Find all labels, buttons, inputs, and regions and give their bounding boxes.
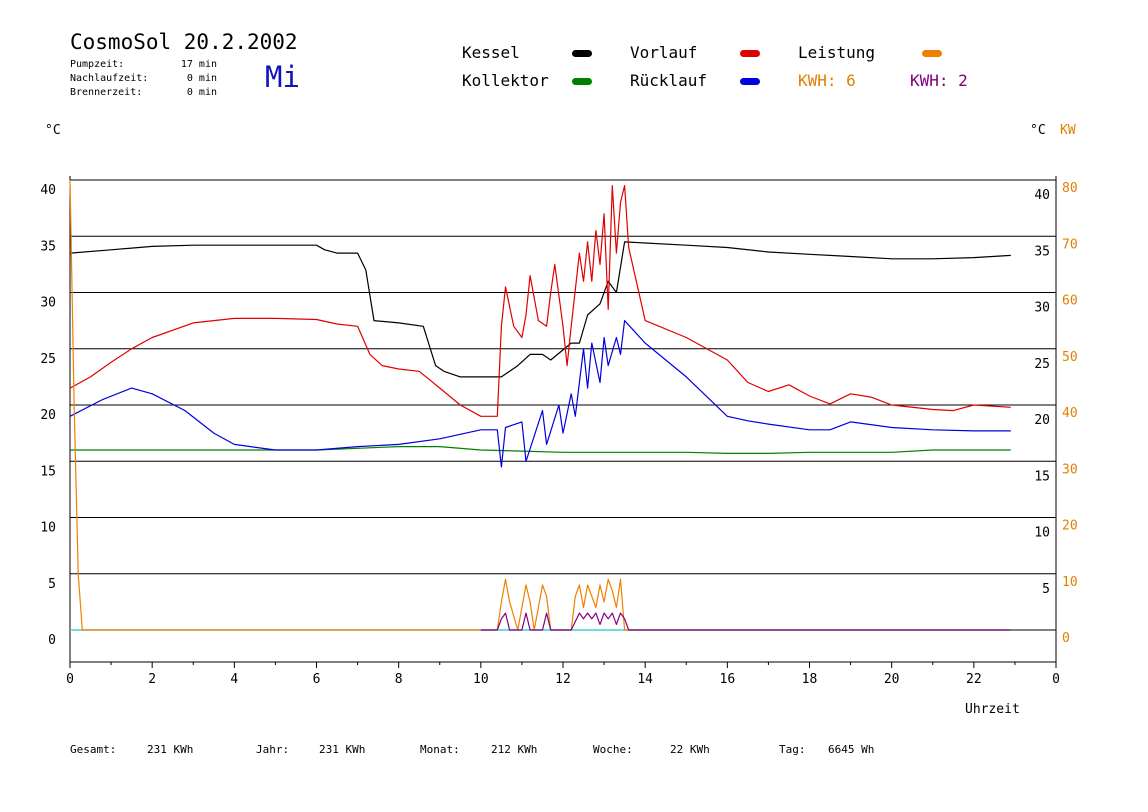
y-tick-label-right-kw: 20 [1062,519,1078,534]
info-label-nachlaufzeit: Nachlaufzeit: [70,73,149,84]
legend-swatch-ruecklauf [740,78,760,85]
footer-monat-label: Monat: [420,743,460,756]
right-axis-unit-kw: KW [1060,123,1076,138]
right-axis-unit-celsius: °C [1030,123,1046,138]
info-label-pumpzeit: Pumpzeit: [70,59,125,70]
y-tick-label-right-kw: 80 [1062,181,1078,196]
info-label-brennerzeit: Brennerzeit: [70,87,143,98]
y-tick-label-left: 20 [40,408,56,423]
series-line-kessel [69,241,1011,378]
footer-gesamt-value: 231 KWh [147,743,194,756]
footer-tag-label: Tag: [779,743,806,756]
y-tick-label-right-celsius: 40 [1034,188,1050,203]
footer-jahr-value: 231 KWh [319,743,366,756]
series-lines [69,179,1056,631]
x-tick-label: 2 [148,672,156,687]
y-tick-label-left: 40 [40,183,56,198]
series-line-kollektor [70,446,1011,454]
legend-swatch-kessel [572,50,592,57]
x-tick-label: 16 [720,672,736,687]
axis-lines [69,176,1057,668]
y-tick-label-right-kw: 60 [1062,294,1078,309]
x-tick-label: 4 [230,672,238,687]
legend-swatch-leistung [922,50,942,57]
legend-swatch-vorlauf [740,50,760,57]
series-line-ruecklauf [69,320,1011,468]
y-tick-label-left: 10 [40,521,56,536]
x-tick-label: 10 [473,672,489,687]
y-tick-label-left: 25 [40,352,56,367]
y-tick-label-left: 5 [48,577,56,592]
y-tick-label-right-celsius: 15 [1034,469,1050,484]
x-tick-label: 18 [802,672,818,687]
y-tick-label-right-celsius: 35 [1034,244,1050,259]
y-tick-label-left: 15 [40,464,56,479]
y-tick-label-right-celsius: 5 [1042,582,1050,597]
legend-label-leistung: Leistung [798,43,876,62]
y-tick-label-right-celsius: 30 [1034,301,1050,316]
y-tick-label-right-kw: 30 [1062,462,1078,477]
footer-woche-label: Woche: [593,743,633,756]
y-tick-label-right-celsius: 10 [1034,526,1050,541]
legend-label-ruecklauf: Rücklauf [630,71,708,90]
legend-swatch-kollektor [572,78,592,85]
legend-kwh-second: KWH: 2 [910,71,968,90]
footer-monat-value: 212 KWh [491,743,538,756]
tick-labels: 0 2 4 6 8 10 12 14 16 18 20 22 0 0 5 10 15 20 25 30 35 40 5 10 1… [40,181,1077,687]
legend-label-kessel: Kessel [462,43,520,62]
y-tick-label-right-kw: 0 [1062,631,1070,646]
footer-jahr-label: Jahr: [256,743,290,756]
info-value-nachlaufzeit: 0 min [186,73,217,84]
weekday-label: Mi [265,60,300,94]
footer-gesamt-label: Gesamt: [70,743,117,756]
x-tick-label: 0 [1052,672,1060,687]
x-axis-title: Uhrzeit [965,702,1020,717]
x-tick-label: 6 [313,672,321,687]
info-value-pumpzeit: 17 min [180,59,217,70]
x-tick-label: 8 [395,672,403,687]
x-tick-label: 22 [966,672,982,687]
series-line-vorlauf [69,185,1011,417]
x-tick-label: 20 [884,672,900,687]
y-tick-label-right-celsius: 20 [1034,413,1050,428]
y-tick-label-right-kw: 70 [1062,237,1078,252]
x-tick-label: 14 [637,672,653,687]
y-tick-label-left: 0 [48,633,56,648]
footer-tag-value: 6645 Wh [828,743,875,756]
info-value-brennerzeit: 0 min [186,87,217,98]
footer-woche-value: 22 KWh [670,743,710,756]
chart-title: CosmoSol 20.2.2002 [70,30,298,54]
grid-lines [70,179,1056,575]
y-tick-label-right-kw: 40 [1062,406,1078,421]
legend-kwh-leistung: KWH: 6 [798,71,856,90]
x-tick-label: 12 [555,672,571,687]
y-tick-label-right-kw: 50 [1062,350,1078,365]
y-tick-label-left: 35 [40,239,56,254]
legend-label-kollektor: Kollektor [462,71,549,90]
y-tick-label-right-kw: 10 [1062,575,1078,590]
y-tick-label-right-celsius: 25 [1034,357,1050,372]
left-axis-unit: °C [45,123,61,138]
series-line-kwh2 [480,612,1011,631]
legend-label-vorlauf: Vorlauf [630,43,698,62]
y-tick-label-left: 30 [40,296,56,311]
x-tick-label: 0 [66,672,74,687]
